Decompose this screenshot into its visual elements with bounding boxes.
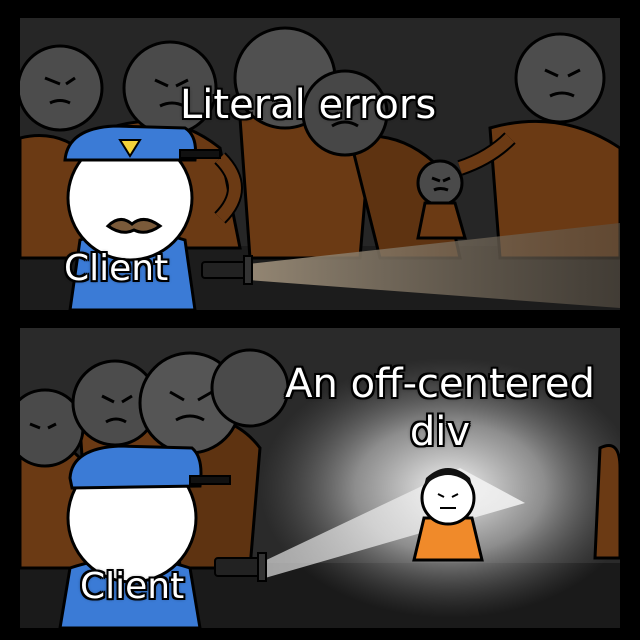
caption-top: Literal errors <box>180 82 437 128</box>
prisoner-crowd <box>20 26 620 260</box>
panel-bottom: An off-centered div Client <box>20 328 620 628</box>
police-officer <box>58 444 267 628</box>
label-client-top: Client <box>64 248 169 289</box>
panel-top-illustration <box>20 18 620 310</box>
lone-prisoner <box>412 468 484 562</box>
label-client-bottom: Client <box>80 566 185 607</box>
flashlight-beam <box>248 223 620 308</box>
panel-top: Literal errors Client <box>20 18 620 310</box>
police-officer <box>63 124 253 310</box>
flashlight-icon <box>201 255 253 285</box>
police-badge-icon <box>118 139 142 158</box>
flashlight-icon <box>214 552 267 582</box>
caption-bottom: An off-centered div <box>285 361 595 455</box>
panel-bottom-illustration <box>20 328 620 628</box>
